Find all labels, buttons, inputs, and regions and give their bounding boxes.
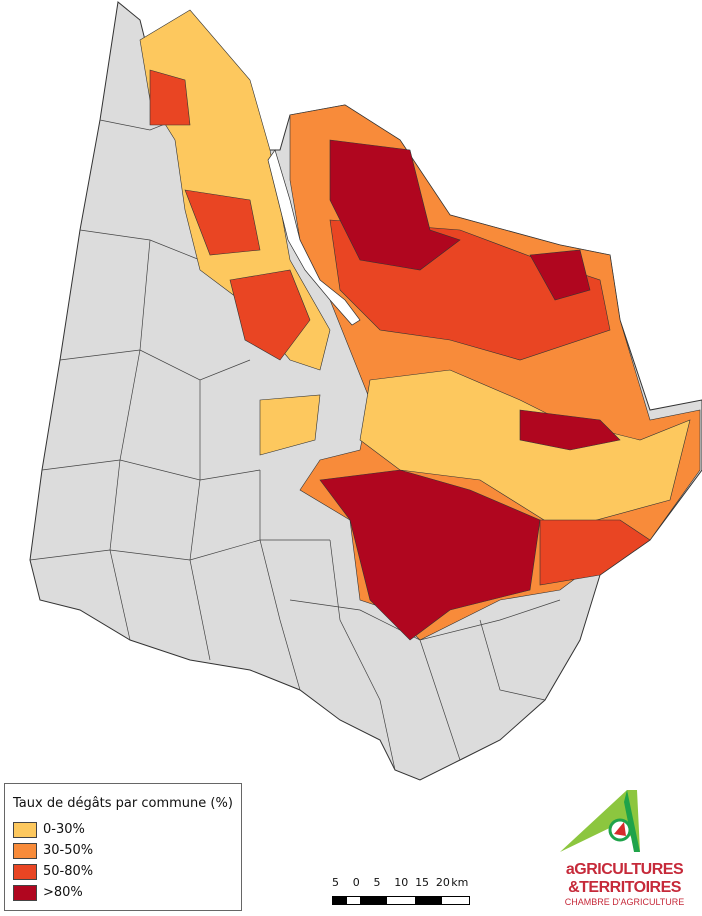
- scale-label: 5: [332, 876, 339, 889]
- scale-label: 20: [435, 876, 450, 889]
- legend-item: 50-80%: [13, 861, 233, 882]
- scale-bar: 5 0 5 10 15 20 km: [332, 876, 472, 905]
- zone-80-east-mid: [519, 409, 621, 451]
- legend-label: 50-80%: [43, 864, 94, 879]
- legend-item: 0-30%: [13, 819, 233, 840]
- legend-swatch: [13, 863, 37, 880]
- scale-label: 5: [373, 876, 381, 889]
- scale-label: 0: [352, 876, 360, 889]
- logo-mark-icon: [560, 790, 640, 852]
- zone-50-80-medoc-c: [229, 269, 311, 361]
- scale-unit: km: [451, 876, 469, 889]
- zone-80-south: [319, 469, 541, 641]
- scale-label: 10: [394, 876, 409, 889]
- legend-item: 30-50%: [13, 840, 233, 861]
- logo-line-2: &TERRITOIRES: [568, 879, 681, 896]
- legend-item: >80%: [13, 882, 233, 903]
- legend-swatch: [13, 842, 37, 859]
- zone-50-80-southeast: [539, 519, 651, 586]
- zone-50-80-medoc-b: [184, 189, 261, 256]
- logo-line-1: aGRICULTURES: [565, 861, 684, 878]
- zone-0-30-center: [359, 369, 691, 531]
- zone-80-east-north: [529, 249, 591, 301]
- legend-title: Taux de dégâts par commune (%): [13, 796, 233, 811]
- garonne-estuary: [267, 149, 361, 326]
- legend-swatch: [13, 884, 37, 901]
- zone-80-north: [329, 139, 461, 271]
- zone-0-30-west-patch: [259, 394, 321, 456]
- legend: Taux de dégâts par commune (%) 0-30% 30-…: [4, 783, 242, 911]
- legend-label: >80%: [43, 885, 83, 900]
- logo-line-3: CHAMBRE D'AGRICULTURE: [564, 897, 685, 907]
- legend-swatch: [13, 821, 37, 838]
- scale-label: 15: [415, 876, 430, 889]
- legend-label: 0-30%: [43, 822, 85, 837]
- logo: aGRICULTURES &TERRITOIRES CHAMBRE D'AGRI…: [552, 782, 697, 912]
- zone-50-80-medoc-a: [149, 69, 191, 126]
- scale-bar-graphic: [332, 896, 470, 905]
- legend-label: 30-50%: [43, 843, 94, 858]
